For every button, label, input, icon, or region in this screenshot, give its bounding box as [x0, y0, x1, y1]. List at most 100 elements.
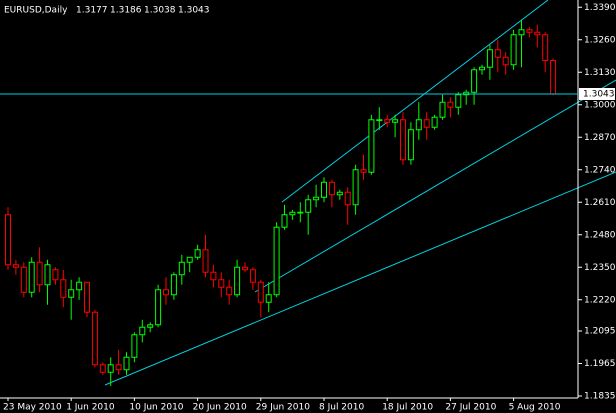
candle-body [542, 34, 549, 61]
candle-body [186, 256, 193, 263]
candle-body [249, 269, 256, 283]
candle-body [218, 279, 225, 288]
candle-body [44, 264, 51, 286]
candle-body [234, 266, 241, 296]
candle-body [328, 181, 335, 196]
x-tick-label: 27 Jul 2010 [445, 403, 496, 413]
candle-body [139, 326, 146, 336]
y-tick-label: 1.3000 [584, 100, 616, 110]
symbol: EURUSD,Daily [4, 6, 68, 16]
candle-body [392, 119, 399, 123]
y-tick-label: 1.3130 [584, 68, 616, 78]
candle-body [486, 49, 493, 68]
x-tick-label: 5 Aug 2010 [509, 403, 561, 413]
candle-body [178, 261, 185, 276]
y-tick-label: 1.3390 [584, 3, 616, 13]
candle-body [455, 94, 462, 108]
candle-body [360, 169, 367, 173]
candle-body [439, 101, 446, 118]
candle-body [68, 289, 75, 298]
y-tick-label: 1.2220 [584, 295, 616, 305]
x-tick-label: 23 May 2010 [3, 403, 62, 413]
candle-body [131, 334, 138, 358]
x-tick-label: 8 Jul 2010 [319, 403, 364, 413]
price-label-box [579, 88, 615, 100]
candle-body [257, 281, 264, 303]
candle-body [273, 226, 280, 296]
y-tick-label: 1.1965 [584, 359, 616, 369]
header-close: 1.3043 [178, 6, 210, 16]
candle-body [526, 29, 533, 33]
candle-body [28, 261, 35, 293]
trend-lines [104, 0, 616, 386]
y-tick-label: 1.2480 [584, 230, 616, 240]
candle-body [297, 211, 304, 214]
y-tick-label: 1.2350 [584, 263, 616, 273]
candle-body [147, 324, 154, 328]
candle-body [336, 191, 343, 196]
candle-body [12, 264, 19, 268]
candle-body [400, 119, 406, 161]
candle-body [471, 69, 478, 93]
candle-body [447, 101, 454, 108]
candle-body [352, 169, 359, 206]
candle-body [163, 289, 169, 296]
candle-body [36, 261, 43, 286]
x-tick-label: 29 Jun 2010 [256, 403, 310, 413]
y-tick-label: 1.2095 [584, 327, 616, 337]
candle-body [210, 271, 217, 281]
candle-body [76, 281, 83, 291]
candle-body [344, 191, 351, 206]
candle-body [202, 249, 209, 273]
candle-body [494, 49, 501, 58]
candle-body [115, 364, 122, 371]
candle-body [305, 199, 312, 213]
candle-body [423, 119, 430, 128]
candle-body [52, 269, 59, 281]
y-tick-label: 1.2870 [584, 133, 616, 143]
x-tick-label: 1 Jun 2010 [66, 403, 115, 413]
candle-body [376, 119, 383, 122]
candle-body [313, 196, 320, 201]
trend-line [104, 171, 616, 386]
candle-body [289, 211, 296, 216]
candle-body [84, 281, 90, 313]
candle-body [534, 31, 541, 36]
candle-body [170, 274, 177, 296]
candle-body [60, 279, 67, 298]
trend-line [254, 79, 616, 293]
candle-body [518, 29, 525, 36]
candle-body [20, 266, 27, 293]
y-tick-label: 1.2740 [584, 165, 616, 175]
x-tick-label: 18 Jul 2010 [382, 403, 433, 413]
candle-body [91, 311, 98, 366]
candle-body [107, 364, 114, 373]
header-high: 1.3186 [110, 6, 142, 16]
candle-body [5, 214, 11, 266]
candle-body [226, 286, 233, 296]
candle-body [550, 60, 557, 95]
candle-body [321, 181, 327, 198]
trend-line [281, 0, 549, 203]
candle-body [479, 66, 485, 71]
candle-body [415, 119, 422, 131]
header-open: 1.3177 [76, 6, 108, 16]
x-tick-label: 20 Jun 2010 [193, 403, 247, 413]
candle-body [242, 266, 248, 271]
candle-body [407, 129, 414, 161]
price-label: 1.3043 [583, 90, 615, 100]
candle-body [431, 116, 438, 128]
candle-body [155, 289, 162, 326]
candle-body [510, 34, 517, 66]
y-tick-label: 1.1835 [584, 392, 616, 402]
header-low: 1.3038 [144, 6, 176, 16]
y-tick-label: 1.3260 [584, 35, 616, 45]
x-tick-label: 10 Jun 2010 [129, 403, 183, 413]
candle-body [281, 214, 288, 228]
candle-body [384, 119, 391, 123]
candle-body [123, 356, 130, 371]
y-tick-label: 1.2610 [584, 198, 616, 208]
candle-body [265, 294, 272, 303]
candle-body [502, 56, 509, 66]
candle-body [99, 364, 106, 373]
